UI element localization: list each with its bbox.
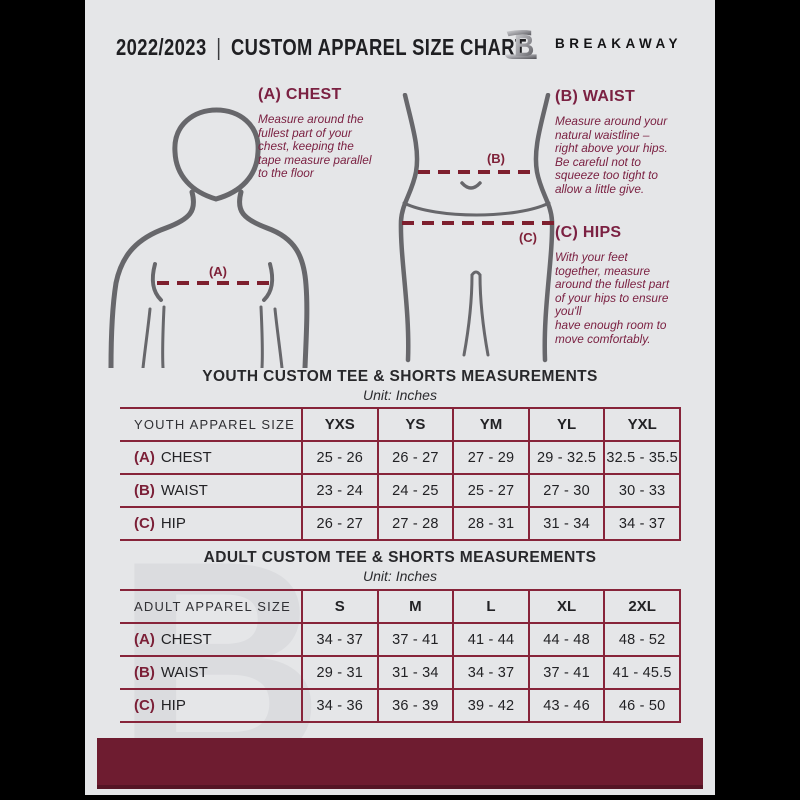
chest-instruction-heading: (A) CHEST [258,86,342,103]
measurement-cell: 37 - 41 [527,655,605,689]
waist-instruction-body: Measure around your natural waistline – … [555,114,668,196]
size-column-header: YM [452,407,529,441]
waist-instruction: (B) WAIST Measure around your natural wa… [555,88,687,197]
measurement-cell: 27 - 28 [376,506,454,541]
hips-instruction-heading: (C) HIPS [555,224,622,241]
adult-table-unit: Unit: Inches [363,568,437,584]
adult-waist-row: (B) WAIST 29 - 31 31 - 34 34 - 37 37 - 41… [120,655,681,689]
adult-size-table: ADULT APPAREL SIZE S M L XL 2XL (A) CHEST… [120,589,681,723]
size-column-header: 2XL [603,589,681,623]
measurement-cell: 29 - 32.5 [527,440,605,474]
measurement-cell: 31 - 34 [527,506,605,541]
row-prefix: (C) [134,697,155,714]
measurement-cell: 39 - 42 [452,688,529,723]
size-column-header: L [452,589,529,623]
row-label: CHEST [160,631,212,648]
youth-hip-row: (C) HIP 26 - 27 27 - 28 28 - 31 31 - 34 3… [120,506,681,541]
youth-table-title: YOUTH CUSTOM TEE & SHORTS MEASUREMENTS [202,368,598,385]
row-label: HIP [160,515,186,532]
waist-instruction-heading: (B) WAIST [555,88,636,105]
youth-size-header: YOUTH APPAREL SIZE [120,407,302,441]
waist-line-label: (B) [487,151,505,166]
hips-instruction: (C) HIPS With your feet together, measur… [555,224,687,346]
size-chart-document: 2022/2023 | CUSTOM APPAREL SIZE CHART B BR… [85,0,715,795]
row-label: HIP [160,697,186,714]
measurement-cell: 48 - 52 [603,622,681,656]
measurement-cell: 26 - 27 [376,440,454,474]
measurement-cell: 43 - 46 [527,688,605,723]
adult-hip-row: (C) HIP 34 - 36 36 - 39 39 - 42 43 - 46 4… [120,688,681,723]
size-column-header: S [301,589,378,623]
chart-title: CUSTOM APPAREL SIZE CHART [230,34,527,60]
youth-waist-row: (B) WAIST 23 - 24 24 - 25 25 - 27 27 - 30… [120,473,681,507]
breakaway-b-logo-icon: B [504,29,537,62]
chest-instruction-body: Measure around the fullest part of your … [258,112,372,181]
lower-body-figure: (B) (C) [398,93,558,363]
adult-header-row: ADULT APPAREL SIZE S M L XL 2XL [120,589,681,623]
measurement-cell: 27 - 30 [527,473,605,507]
upper-body-figure: (A) [108,107,310,368]
measurement-cell: 27 - 29 [452,440,529,474]
measurement-cell: 34 - 37 [603,506,681,541]
measurement-cell: 31 - 34 [376,655,454,689]
measurement-cell: 25 - 27 [452,473,529,507]
row-prefix: (B) [134,482,155,499]
measurement-cell: 24 - 25 [376,473,454,507]
adult-chest-row: (A) CHEST 34 - 37 37 - 41 41 - 44 44 - 48… [120,622,681,656]
hips-instruction-body: With your feet together, measure around … [555,250,670,346]
hips-line-label: (C) [519,230,537,245]
svg-text:B: B [514,29,535,62]
size-column-header: M [376,589,454,623]
adult-table-title: ADULT CUSTOM TEE & SHORTS MEASUREMENTS [203,549,597,566]
youth-table-unit: Unit: Inches [363,387,437,403]
season-year: 2022/2023 [116,34,207,60]
youth-header-row: YOUTH APPAREL SIZE YXS YS YM YL YXL [120,407,681,441]
measurement-cell: 37 - 41 [376,622,454,656]
page-title: 2022/2023 | CUSTOM APPAREL SIZE CHART [116,34,527,61]
measurement-cell: 44 - 48 [527,622,605,656]
measurement-cell: 23 - 24 [301,473,378,507]
row-prefix: (A) [134,631,155,648]
brand-lockup: B BREAKAWAY [503,25,682,62]
size-column-header: YS [376,407,454,441]
row-label: CHEST [160,449,212,466]
row-prefix: (B) [134,664,155,681]
measurement-cell: 34 - 36 [301,688,378,723]
measurement-cell: 41 - 44 [452,622,529,656]
measurement-cell: 28 - 31 [452,506,529,541]
size-column-header: XL [527,589,605,623]
measurement-cell: 34 - 37 [452,655,529,689]
row-prefix: (C) [134,515,155,532]
adult-size-header: ADULT APPAREL SIZE [120,589,302,623]
brand-name: BREAKAWAY [555,36,683,51]
footer-accent-bar [97,738,703,789]
chest-line-label: (A) [209,264,227,279]
measurement-cell: 46 - 50 [603,688,681,723]
measurement-cell: 34 - 37 [301,622,378,656]
row-prefix: (A) [134,449,155,466]
youth-chest-row: (A) CHEST 25 - 26 26 - 27 27 - 29 29 - 32… [120,440,681,474]
size-column-header: YXL [603,407,681,441]
chest-instruction: (A) CHEST Measure around the fullest par… [258,86,390,181]
measurement-cell: 41 - 45.5 [603,655,681,689]
measurement-cell: 29 - 31 [301,655,378,689]
measurement-cell: 25 - 26 [301,440,378,474]
measurement-cell: 30 - 33 [603,473,681,507]
measurement-cell: 32.5 - 35.5 [603,440,681,474]
youth-size-table: YOUTH APPAREL SIZE YXS YS YM YL YXL (A) C… [120,407,681,541]
measurement-cell: 36 - 39 [376,688,454,723]
title-divider: | [216,34,222,60]
size-column-header: YXS [301,407,378,441]
row-label: WAIST [160,664,208,681]
row-label: WAIST [160,482,208,499]
measurement-cell: 26 - 27 [301,506,378,541]
size-column-header: YL [527,407,605,441]
